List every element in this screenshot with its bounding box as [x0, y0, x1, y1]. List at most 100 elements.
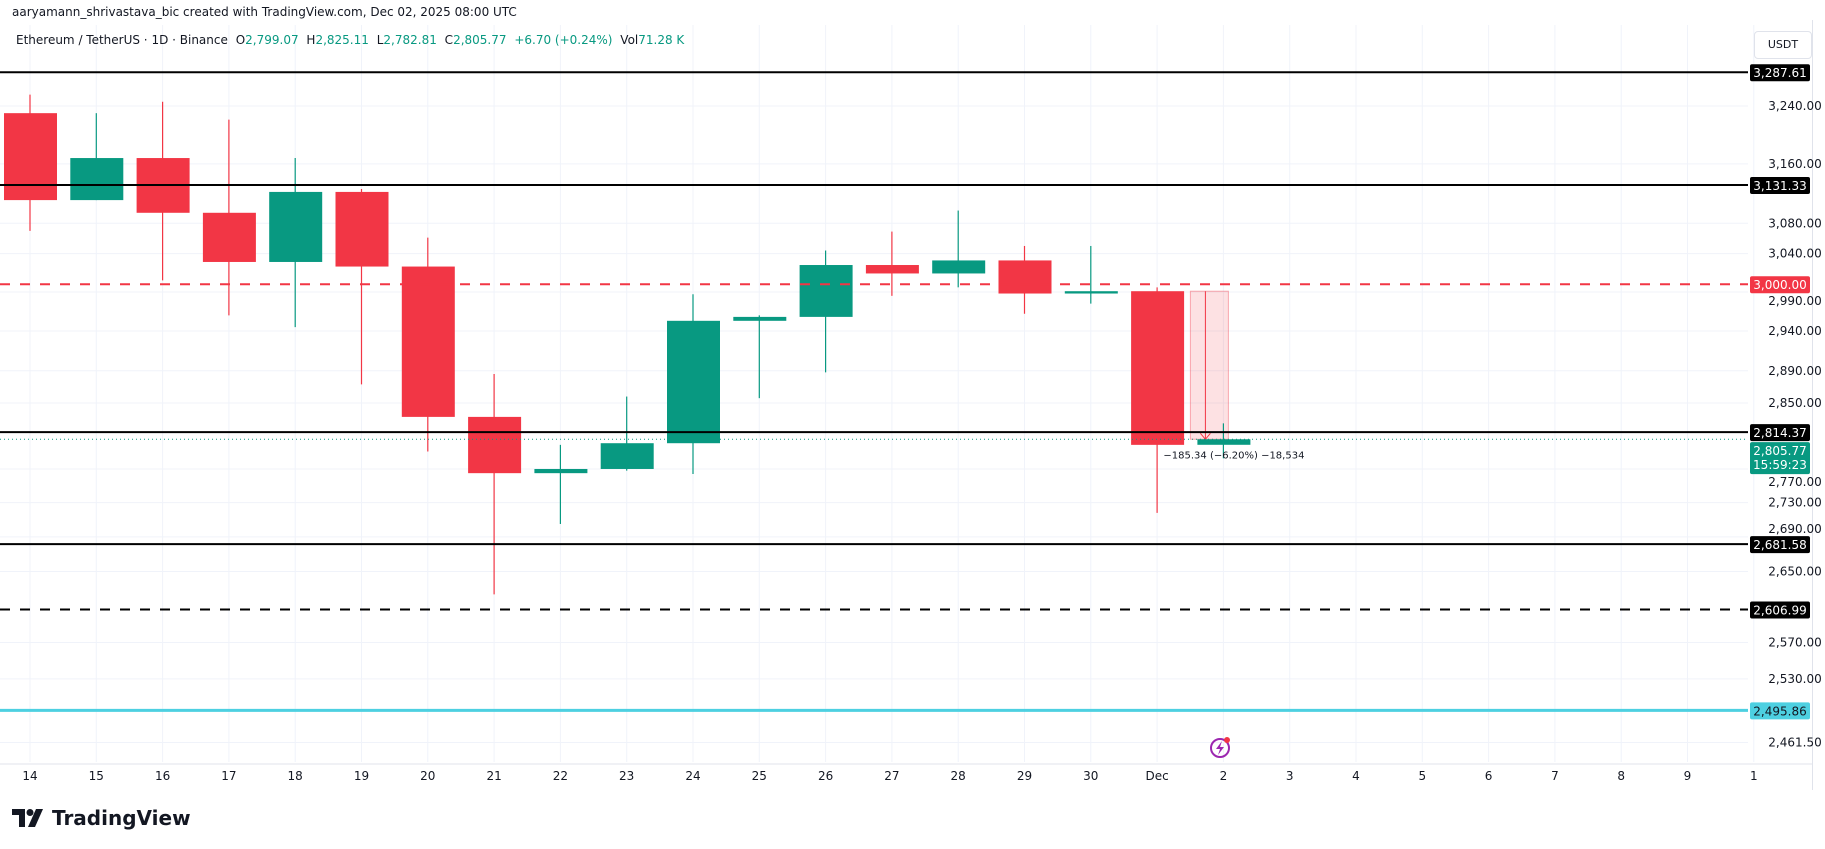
close-price: 2,805.77 — [453, 33, 507, 47]
price-level-tag — [1750, 424, 1810, 442]
price-level-tag — [1750, 702, 1810, 720]
price-tick-label: 3,240.00 — [1768, 99, 1821, 113]
close-label: C — [444, 33, 454, 47]
date-tick-label: 16 — [155, 769, 170, 783]
candle-body[interactable] — [534, 468, 588, 474]
candle-body[interactable] — [733, 316, 787, 321]
volume-amount: 71.28 K — [638, 33, 685, 47]
date-tick-label: 22 — [553, 769, 568, 783]
price-level-tag-label: 3,287.61 — [1753, 66, 1806, 80]
price-level-tag — [1750, 64, 1810, 82]
lightning-bolt-icon — [1216, 741, 1224, 755]
high-price: 2,825.11 — [315, 33, 369, 47]
candle-body[interactable] — [1197, 439, 1251, 445]
candle-body[interactable] — [335, 191, 389, 267]
chart-credit: aaryamann_shrivastava_bic created with T… — [12, 5, 517, 19]
lightning-event-icon[interactable] — [1210, 738, 1230, 758]
candle-body[interactable] — [468, 416, 522, 474]
price-level-tag-label: 2,681.58 — [1753, 538, 1806, 552]
candle-body[interactable] — [202, 212, 256, 262]
date-tick-label: 1 — [1750, 769, 1758, 783]
price-level-tag-label: 2,814.37 — [1753, 426, 1806, 440]
open-price: 2,799.07 — [245, 33, 299, 47]
price-tick-label: 2,461.50 — [1768, 735, 1821, 749]
price-tick-label: 2,850.00 — [1768, 396, 1821, 410]
candle-body[interactable] — [600, 443, 654, 469]
candle-body[interactable] — [1064, 291, 1118, 294]
date-tick-label: 4 — [1352, 769, 1360, 783]
date-tick-label: 21 — [486, 769, 501, 783]
price-level-tag-label: 2,495.86 — [1753, 704, 1806, 718]
tradingview-logo[interactable]: TradingView — [12, 806, 191, 830]
date-tick-label: 17 — [221, 769, 236, 783]
date-tick-label: 28 — [951, 769, 966, 783]
date-tick-label: 24 — [685, 769, 700, 783]
price-tick-label: 3,040.00 — [1768, 247, 1821, 261]
candle-body[interactable] — [1131, 291, 1185, 445]
price-level-tag-label: 3,131.33 — [1753, 179, 1806, 193]
date-tick-label: 27 — [884, 769, 899, 783]
date-tick-label: Dec — [1145, 769, 1168, 783]
symbol-legend: Ethereum / TetherUS · 1D · Binance O2,79… — [16, 33, 688, 47]
date-tick-label: 9 — [1684, 769, 1692, 783]
date-tick-label: 15 — [89, 769, 104, 783]
tradingview-logo-icon — [12, 809, 43, 827]
date-tick-label: 19 — [354, 769, 369, 783]
low-label: L — [376, 33, 384, 47]
price-tick-label: 2,770.00 — [1768, 475, 1821, 489]
price-tick-label: 2,690.00 — [1768, 522, 1821, 536]
price-level-tag — [1750, 276, 1810, 294]
open-value: O2,799.07 — [236, 33, 299, 47]
open-label: O — [235, 33, 246, 47]
last-price-label: 2,805.77 — [1753, 444, 1806, 458]
price-tick-label: 2,530.00 — [1768, 672, 1821, 686]
date-tick-label: 23 — [619, 769, 634, 783]
logo-text: TradingView — [52, 806, 191, 830]
measure-range-box[interactable] — [1189, 290, 1229, 440]
low-price: 2,782.81 — [383, 33, 437, 47]
date-tick-label: 29 — [1017, 769, 1032, 783]
date-tick-label: 14 — [22, 769, 37, 783]
candle-body[interactable] — [401, 266, 455, 417]
close-value: C2,805.77 — [445, 33, 507, 47]
date-tick-label: 18 — [288, 769, 303, 783]
price-level-tag — [1750, 536, 1810, 554]
candle-body[interactable] — [269, 191, 323, 262]
high-label: H — [306, 33, 316, 47]
price-tick-label: 2,890.00 — [1768, 364, 1821, 378]
currency-button[interactable]: USDT — [1754, 31, 1812, 59]
candle-body[interactable] — [799, 265, 853, 317]
price-level-tag-label: 2,606.99 — [1753, 603, 1806, 617]
date-tick-label: 7 — [1551, 769, 1559, 783]
countdown-label: 15:59:23 — [1753, 458, 1807, 472]
date-tick-label: 5 — [1418, 769, 1426, 783]
candle-body[interactable] — [932, 260, 986, 274]
date-tick-label: 25 — [752, 769, 767, 783]
candle-body[interactable] — [70, 158, 124, 201]
date-tick-label: 2 — [1220, 769, 1228, 783]
candle-body[interactable] — [4, 113, 57, 201]
price-level-tag — [1750, 177, 1810, 195]
date-tick-label: 20 — [420, 769, 435, 783]
date-tick-label: 6 — [1485, 769, 1493, 783]
price-tick-label: 3,160.00 — [1768, 157, 1821, 171]
price-tick-label: 2,650.00 — [1768, 565, 1821, 579]
change-value: +6.70 (+0.24%) — [514, 33, 613, 47]
price-tick-label: 2,570.00 — [1768, 636, 1821, 650]
measure-label: −185.34 (−6.20%) −18,534 — [1163, 450, 1304, 461]
symbol-name[interactable]: Ethereum / TetherUS · 1D · Binance — [16, 33, 228, 47]
date-tick-label: 3 — [1286, 769, 1294, 783]
candle-body[interactable] — [998, 260, 1052, 294]
price-tick-label: 2,940.00 — [1768, 324, 1821, 338]
date-tick-label: 26 — [818, 769, 833, 783]
candle-body[interactable] — [865, 265, 919, 274]
high-value: H2,825.11 — [306, 33, 368, 47]
price-level-tag — [1750, 601, 1810, 619]
price-tick-label: 3,080.00 — [1768, 216, 1821, 230]
notification-dot-icon — [1224, 737, 1230, 743]
date-tick-label: 30 — [1083, 769, 1098, 783]
candle-body[interactable] — [667, 320, 720, 444]
volume-label: Vol — [620, 33, 639, 47]
price-level-tag-label: 3,000.00 — [1753, 278, 1806, 292]
